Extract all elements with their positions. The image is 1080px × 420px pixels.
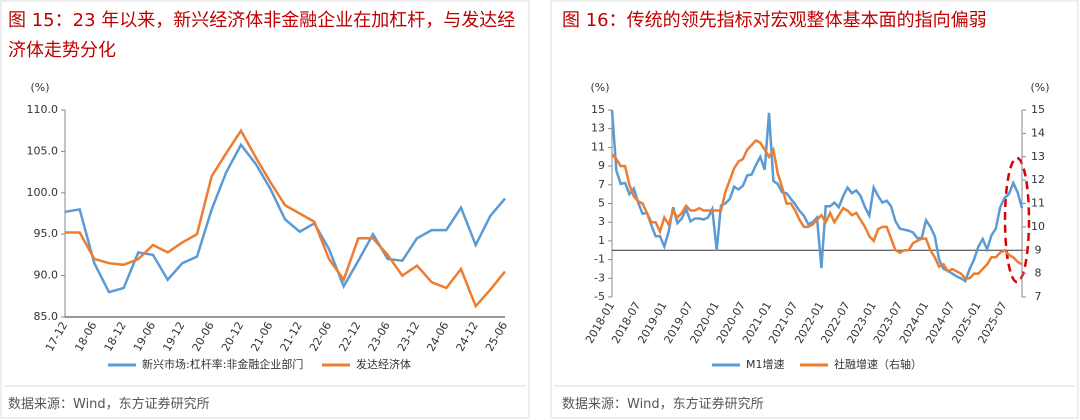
y-tick-label: 13 <box>591 122 605 135</box>
x-tick-label: 19-12 <box>160 320 187 354</box>
highlight-ellipse <box>1003 156 1031 284</box>
x-tick-label: 21-06 <box>248 320 275 354</box>
y2-tick-label: 11 <box>1031 197 1045 210</box>
y-tick-label: -3 <box>594 271 605 284</box>
series-line <box>64 142 506 294</box>
y-tick-label: 11 <box>591 140 605 153</box>
y-unit: (%) <box>590 81 609 94</box>
y-tick-label: 100.0 <box>27 186 59 199</box>
y-tick-label: 90.0 <box>34 269 59 282</box>
x-tick-label: 21-12 <box>278 320 305 354</box>
series-line <box>65 128 506 309</box>
x-tick-label: 23-12 <box>395 320 422 354</box>
y-tick-label: 105.0 <box>27 144 59 157</box>
y-tick-label: 5 <box>598 197 605 210</box>
y-tick-label: 7 <box>598 178 605 191</box>
panel-frame <box>550 0 1079 419</box>
x-tick-label: 20-06 <box>190 320 217 354</box>
y-tick-label: 1 <box>598 234 605 247</box>
y-tick-label: 3 <box>598 215 605 228</box>
y-unit: (%) <box>30 81 49 94</box>
x-tick-label: 24-06 <box>424 320 451 354</box>
x-tick-label: 24-12 <box>454 320 481 354</box>
y2-tick-label: 9 <box>1035 243 1042 256</box>
chart-title: 图 16：传统的领先指标对宏观整体基本面的指向偏弱 <box>562 10 987 31</box>
x-tick-label: 22-12 <box>336 320 363 354</box>
y2-tick-label: 7 <box>1035 290 1042 303</box>
y-tick-label: 110.0 <box>27 103 59 116</box>
source-note: 数据来源：Wind，东方证券研究所 <box>8 397 210 412</box>
legend-label: 社融增速（右轴） <box>834 357 922 371</box>
x-tick-label: 18-12 <box>102 320 129 354</box>
x-tick-label: 23-06 <box>366 320 393 354</box>
y2-tick-label: 14 <box>1031 126 1045 139</box>
y2-tick-label: 15 <box>1031 103 1045 116</box>
y2-unit: (%) <box>1030 81 1049 94</box>
y2-tick-label: 8 <box>1035 267 1042 280</box>
x-tick-label: 17-12 <box>43 320 70 354</box>
legend-label: 新兴市场:杠杆率:非金融企业部门 <box>142 357 303 371</box>
chart-title: 图 15：23 年以来，新兴经济体非金融企业在加杠杆，与发达经济体走势分化 <box>8 10 516 61</box>
y-tick-label: 9 <box>598 159 605 172</box>
legend-label: M1增速 <box>746 357 785 371</box>
y-tick-label: 95.0 <box>34 227 59 240</box>
y2-tick-label: 12 <box>1031 173 1045 186</box>
series-line <box>610 109 1024 283</box>
source-note: 数据来源：Wind，东方证券研究所 <box>562 397 764 412</box>
x-tick-label: 25-06 <box>483 320 510 354</box>
y-tick-label: 85.0 <box>34 310 59 323</box>
y2-tick-label: 13 <box>1031 150 1045 163</box>
x-tick-label: 22-06 <box>307 320 334 354</box>
x-tick-label: 19-06 <box>131 320 158 354</box>
y-tick-label: -1 <box>594 253 605 266</box>
panel-frame <box>0 0 530 419</box>
x-tick-label: 20-12 <box>219 320 246 354</box>
y2-tick-label: 10 <box>1031 220 1045 233</box>
y-tick-label: 15 <box>591 103 605 116</box>
x-tick-label: 18-06 <box>72 320 99 354</box>
y-tick-label: -5 <box>594 290 605 303</box>
legend-label: 发达经济体 <box>356 357 411 371</box>
series-line <box>611 138 1023 280</box>
